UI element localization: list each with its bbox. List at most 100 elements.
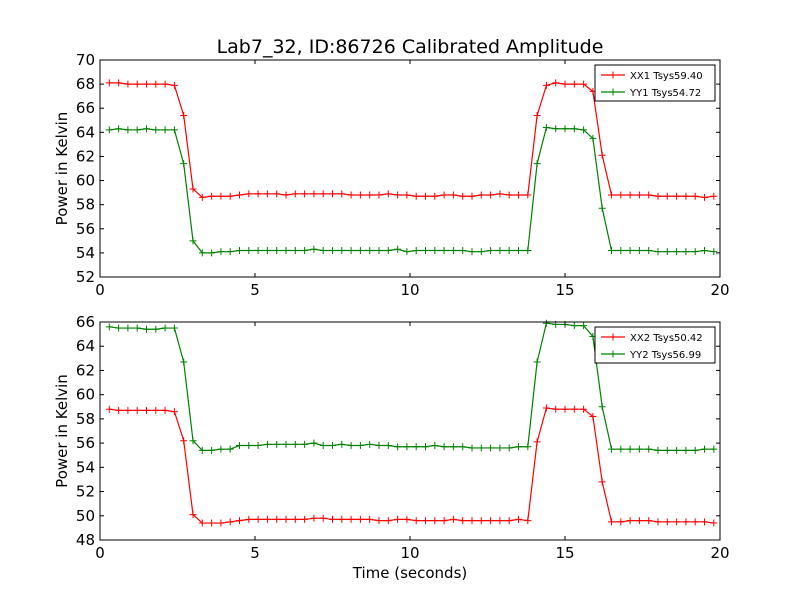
data-point [133, 324, 141, 332]
data-point [608, 445, 615, 453]
data-point [161, 80, 169, 88]
data-point [542, 404, 550, 412]
data-point [515, 443, 522, 451]
data-point [459, 246, 467, 254]
data-point [143, 406, 150, 414]
data-point [589, 134, 597, 142]
data-point [384, 442, 392, 450]
data-point [505, 191, 513, 199]
data-point [356, 191, 364, 199]
data-point [654, 446, 662, 454]
data-point [319, 442, 327, 450]
y-tick-label: 62 [76, 147, 95, 165]
data-point [273, 190, 281, 198]
data-point [552, 125, 560, 133]
data-point [477, 517, 485, 525]
data-point [338, 246, 346, 254]
data-point [598, 478, 606, 486]
data-point [282, 515, 290, 523]
data-point [338, 440, 346, 448]
data-point [654, 518, 662, 526]
data-point [356, 442, 364, 450]
data-point [208, 519, 216, 527]
data-point [682, 518, 690, 526]
data-point [291, 440, 299, 448]
data-point [254, 190, 262, 198]
y-tick-label: 52 [76, 483, 95, 501]
data-point [245, 190, 253, 198]
data-point [366, 515, 374, 523]
data-point [570, 80, 578, 88]
data-point [515, 191, 522, 199]
legend-label: YY2 Tsys56.99 [629, 350, 701, 361]
data-point [580, 405, 588, 413]
y-tick-label: 66 [76, 99, 95, 117]
data-point [180, 358, 188, 366]
data-point [431, 192, 439, 200]
legend-marker [609, 71, 617, 79]
legend-label: XX2 Tsys50.42 [630, 333, 703, 344]
data-point [598, 204, 606, 212]
data-point [301, 515, 309, 523]
data-point [170, 324, 178, 332]
data-point [152, 325, 160, 333]
data-point [542, 124, 550, 132]
data-point [124, 324, 132, 332]
y-tick-label: 60 [76, 386, 95, 404]
data-point [301, 190, 309, 198]
data-point [152, 80, 160, 88]
data-point [310, 514, 318, 522]
data-point [329, 442, 336, 450]
data-point [524, 517, 532, 525]
data-point [310, 245, 318, 253]
data-point [626, 191, 634, 199]
legend-item: XX2 Tsys50.42 [601, 333, 703, 344]
data-point [263, 246, 271, 254]
data-point [505, 517, 513, 525]
data-point [626, 517, 634, 525]
y-tick-label: 62 [76, 361, 95, 379]
y-axis-label: Power in Kelvin [53, 374, 71, 488]
data-point [580, 322, 588, 330]
data-point [161, 126, 169, 134]
data-point [394, 245, 402, 253]
data-point [217, 248, 225, 256]
data-point [105, 126, 113, 134]
data-point [710, 519, 718, 527]
data-point [561, 80, 569, 88]
data-point [105, 79, 113, 87]
data-point [115, 79, 123, 87]
data-point [645, 191, 653, 199]
data-point [394, 443, 402, 451]
data-point [673, 192, 681, 200]
data-point [673, 248, 681, 256]
data-point [291, 515, 299, 523]
data-point [496, 517, 504, 525]
x-tick-label: 0 [95, 281, 105, 299]
data-point [561, 405, 569, 413]
data-point [533, 160, 541, 168]
data-point [403, 191, 411, 199]
data-point [468, 444, 476, 452]
data-point [375, 517, 383, 525]
data-point [422, 246, 429, 254]
data-point [635, 517, 643, 525]
data-point [319, 190, 327, 198]
data-point [580, 126, 588, 134]
data-point [515, 515, 522, 523]
x-tick-label: 20 [710, 281, 729, 299]
data-point [189, 511, 197, 519]
data-point [282, 440, 290, 448]
data-point [347, 515, 355, 523]
data-point [245, 442, 253, 450]
data-point [496, 444, 504, 452]
data-point [422, 443, 429, 451]
y-tick-label: 48 [76, 531, 95, 549]
data-point [143, 80, 150, 88]
data-point [236, 246, 243, 254]
data-point [263, 440, 271, 448]
data-point [552, 79, 560, 87]
legend-label: XX1 Tsys59.40 [630, 71, 703, 82]
y-tick-label: 54 [76, 244, 95, 262]
